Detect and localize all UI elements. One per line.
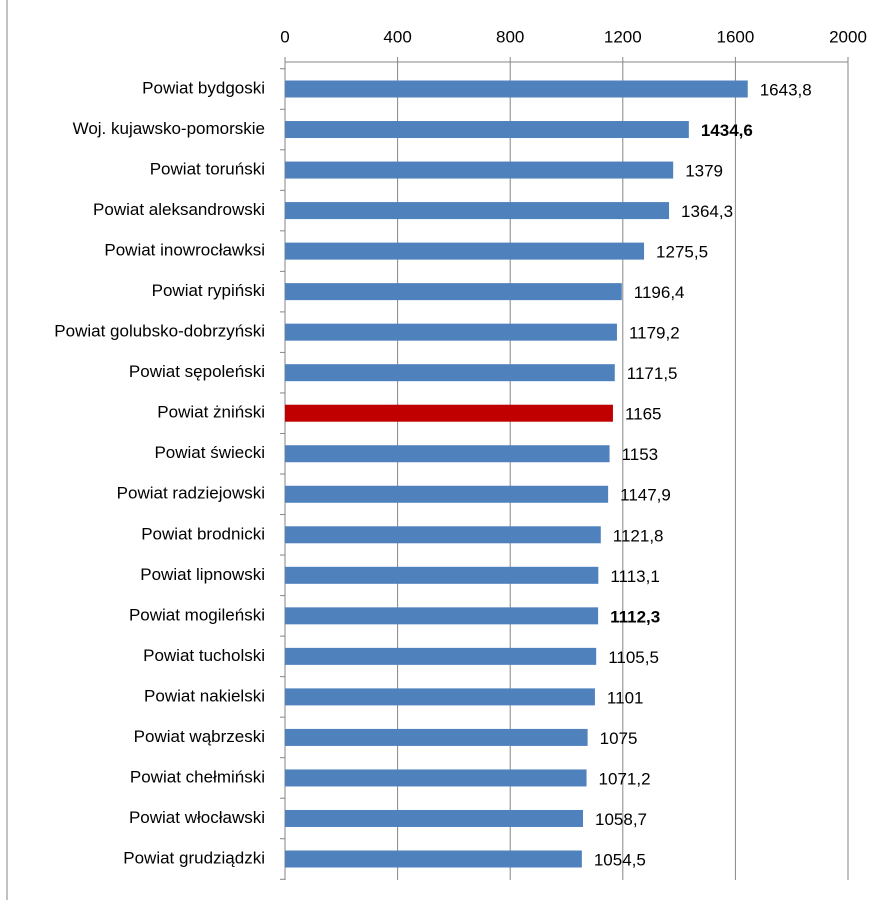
bar (285, 809, 584, 827)
value-label: 1105,5 (608, 648, 659, 667)
bar (285, 323, 617, 341)
bar (285, 161, 674, 179)
value-label: 1071,2 (599, 769, 651, 788)
y-tick-label: Powiat świecki (154, 443, 265, 462)
y-tick-label: Powiat nakielski (144, 686, 265, 705)
y-tick-label: Powiat golubsko-dobrzyński (54, 322, 265, 341)
x-tick-label: 1600 (716, 27, 754, 46)
bar (285, 566, 599, 584)
y-tick-label: Powiat wąbrzeski (134, 727, 265, 746)
value-label: 1643,8 (760, 80, 812, 99)
value-label: 1196,4 (634, 283, 685, 302)
x-tick-label: 2000 (829, 27, 867, 46)
y-tick-label: Powiat mogileński (129, 605, 265, 624)
bar (285, 485, 609, 503)
bar (285, 283, 622, 301)
value-label: 1054,5 (594, 850, 646, 869)
bar (285, 364, 615, 382)
value-label: 1165 (625, 405, 662, 424)
bar (285, 769, 587, 787)
y-tick-label: Powiat tucholski (143, 646, 265, 665)
value-label: 1153 (622, 445, 659, 464)
bar (285, 607, 599, 625)
y-tick-label: Powiat chełmiński (130, 767, 265, 786)
bar (285, 526, 601, 544)
y-tick-label: Powiat sępoleński (129, 362, 265, 381)
value-label: 1171,5 (627, 364, 678, 383)
y-tick-label: Powiat aleksandrowski (93, 200, 265, 219)
bar (285, 80, 748, 98)
bar (285, 850, 582, 868)
y-tick-label: Powiat bydgoski (142, 78, 265, 97)
value-label: 1113,1 (610, 567, 659, 586)
value-label: 1101 (607, 688, 644, 707)
value-label: 1379 (685, 162, 723, 181)
bar (285, 445, 610, 463)
x-tick-label: 400 (383, 27, 411, 46)
y-tick-label: Woj. kujawsko-pomorskie (73, 119, 265, 138)
bar (285, 688, 595, 706)
bar (285, 728, 588, 746)
x-tick-label: 800 (496, 27, 524, 46)
y-tick-label: Powiat radziejowski (117, 484, 265, 503)
bar (285, 404, 613, 422)
value-label: 1058,7 (595, 810, 647, 829)
value-label: 1147,9 (620, 486, 671, 505)
y-tick-label: Powiat grudziądzki (123, 848, 265, 867)
y-tick-label: Powiat lipnowski (140, 565, 265, 584)
y-tick-label: Powiat inowrocławksi (104, 241, 265, 260)
value-label: 1275,5 (656, 243, 708, 262)
y-tick-label: Powiat rypiński (152, 281, 265, 300)
bar (285, 647, 597, 665)
value-label: 1364,3 (681, 202, 733, 221)
bar (285, 121, 689, 139)
y-tick-label: Powiat toruński (150, 160, 265, 179)
x-tick-label: 1200 (604, 27, 642, 46)
y-tick-label: Powiat brodnicki (141, 524, 265, 543)
bar (285, 242, 645, 260)
bar (285, 202, 670, 220)
value-label: 1121,8 (613, 526, 664, 545)
value-label: 1434,6 (701, 121, 753, 140)
value-label: 1112,3 (610, 607, 660, 626)
x-tick-label: 0 (280, 27, 289, 46)
value-label: 1179,2 (629, 324, 680, 343)
value-label: 1075 (600, 729, 638, 748)
y-tick-label: Powiat żniński (157, 403, 265, 422)
y-tick-label: Powiat włocławski (129, 808, 265, 827)
